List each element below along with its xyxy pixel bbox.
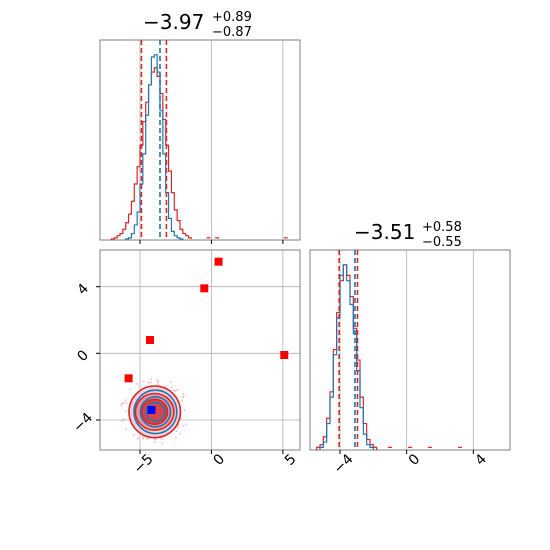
joint-sample-point-89 [133, 434, 135, 436]
joint-sample-point-29 [142, 435, 145, 438]
joint-sample-point-48 [122, 402, 125, 405]
m1-histogram-red [110, 67, 193, 240]
joint-sample-point-95 [175, 430, 178, 433]
joint-sample-point-81 [177, 388, 180, 391]
m2-histogram-blue [319, 264, 374, 450]
joint-sample-point-137 [173, 389, 176, 392]
joint-sample-point-53 [146, 438, 148, 441]
joint-sample-point-126 [179, 432, 181, 435]
joint-sample-point-88 [121, 420, 123, 423]
joint-contour-blue-0 [133, 389, 178, 435]
m2-histogram-red [316, 264, 378, 450]
joint-sample-point-38 [182, 424, 185, 427]
joint-sample-point-11 [185, 423, 187, 426]
marginal-1-title-upper: +0.89 [212, 10, 252, 25]
joint-sample-point-115 [181, 400, 184, 402]
m1-histogram-blue [125, 54, 184, 240]
joint-panel: −5 0 5 −4 0 4 [70, 249, 301, 477]
joint-x-tick-label-1: 0 [210, 451, 228, 469]
joint-sample-point-106 [142, 380, 145, 383]
marginal-2-title: −3.51 +0.58 −0.55 [354, 220, 462, 250]
joint-sample-point-43 [142, 437, 145, 440]
joint-sample-point-32 [124, 399, 127, 402]
joint-marker-red-4 [280, 351, 289, 359]
joint-sample-point-127 [129, 388, 131, 391]
joint-sample-point-47 [182, 392, 185, 395]
m2-tick-label-2: 4 [472, 451, 490, 469]
joint-sample-point-70 [125, 402, 128, 404]
joint-marker-red-3 [124, 374, 133, 383]
joint-sample-point-84 [121, 402, 124, 405]
joint-sample-point-83 [177, 426, 180, 429]
marginal-2-title-lower: −0.55 [422, 235, 462, 250]
joint-y-tick-label-0: −4 [70, 410, 96, 436]
marginal-1-title-lower: −0.87 [212, 25, 252, 40]
joint-contour-blue-1 [139, 396, 172, 428]
joint-sample-point-105 [156, 381, 159, 384]
joint-sample-point-37 [175, 436, 177, 439]
joint-sample-point-131 [125, 428, 127, 431]
m2-tick-label-1: 0 [406, 451, 424, 469]
joint-sample-point-55 [157, 380, 160, 382]
joint-x-tick-label-0: −5 [131, 451, 157, 477]
joint-sample-point-39 [153, 438, 156, 440]
joint-sample-point-97 [120, 403, 123, 406]
m2-frame [309, 249, 511, 451]
joint-sample-point-25 [155, 438, 158, 441]
marginal-1-title: −3.97 +0.89 −0.87 [143, 10, 252, 40]
marginal-1-title-value: −3.97 [143, 10, 204, 34]
joint-sample-point-16 [170, 381, 172, 384]
joint-sample-point-93 [153, 441, 156, 443]
joint-marker-red-0 [214, 257, 223, 266]
joint-sample-point-74 [182, 396, 185, 398]
joint-frame [99, 249, 301, 451]
joint-sample-point-87 [161, 442, 164, 445]
joint-marker-red-2 [146, 336, 154, 344]
joint-y-tick-label-2: 4 [74, 281, 92, 299]
joint-sample-point-135 [161, 438, 163, 441]
joint-sample-point-71 [136, 383, 139, 385]
joint-marker-red-1 [200, 284, 209, 293]
joint-sample-point-86 [125, 410, 127, 413]
marginal-2-title-upper: +0.58 [422, 220, 462, 235]
joint-contour-blue-2 [145, 401, 166, 422]
joint-sample-point-44 [150, 377, 153, 380]
marginal-panel-1 [99, 39, 301, 244]
joint-x-tick-label-2: 5 [282, 451, 300, 469]
joint-marker-blue [147, 406, 156, 414]
joint-sample-point-79 [122, 418, 124, 421]
marginal-2-title-value: −3.51 [354, 220, 415, 244]
joint-sample-point-5 [147, 381, 150, 384]
joint-sample-point-36 [149, 381, 152, 384]
m2-tick-label-0: −4 [331, 451, 357, 477]
m1-frame [99, 39, 301, 241]
joint-sample-point-69 [183, 409, 186, 412]
marginal-panel-2: −4 0 4 [309, 249, 511, 477]
joint-sample-point-22 [156, 379, 158, 381]
joint-sample-point-104 [165, 385, 167, 388]
joint-y-tick-label-1: 0 [74, 347, 92, 365]
joint-sample-point-19 [170, 386, 173, 389]
joint-sample-point-54 [136, 437, 139, 440]
